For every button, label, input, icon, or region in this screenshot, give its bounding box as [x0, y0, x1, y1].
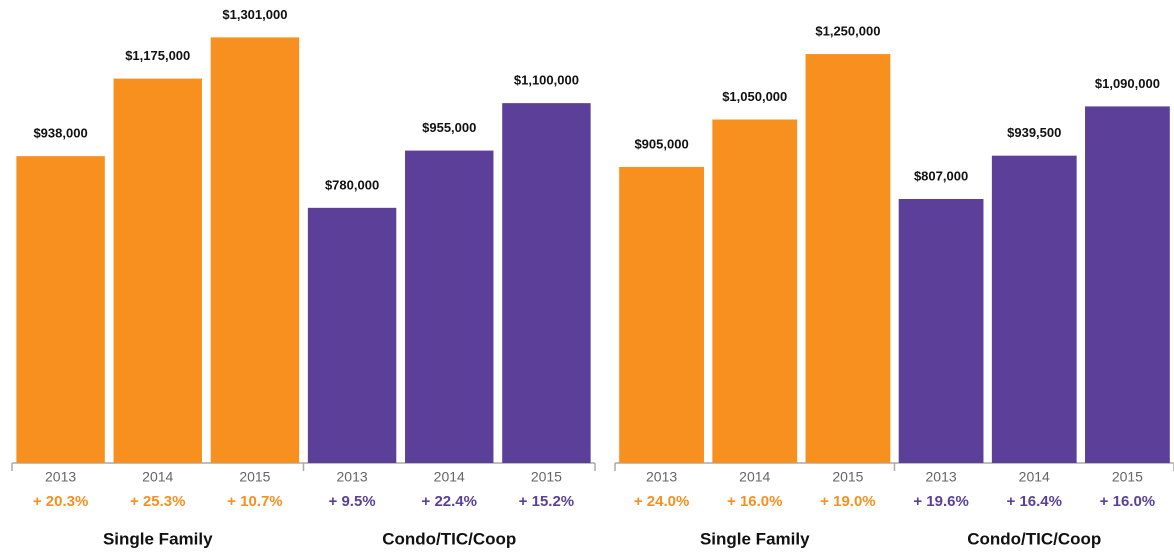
value-label: $939,500	[1007, 125, 1061, 140]
bar	[16, 156, 105, 463]
bar	[619, 166, 704, 463]
change-label: + 19.0%	[820, 493, 875, 510]
value-label: $1,100,000	[514, 73, 579, 88]
change-label: + 16.4%	[1007, 493, 1062, 510]
change-label: + 16.0%	[1100, 493, 1155, 510]
bar	[898, 198, 984, 463]
year-label: 2015	[239, 469, 270, 485]
change-label: + 10.7%	[227, 493, 282, 510]
change-label: + 20.3%	[33, 493, 88, 510]
year-label: 2013	[337, 469, 368, 485]
year-label: 2014	[434, 469, 465, 485]
bar	[210, 37, 300, 463]
group-name: Condo/TIC/Coop	[382, 529, 516, 548]
year-label: 2014	[739, 469, 770, 485]
change-label: + 16.0%	[727, 493, 782, 510]
value-label: $1,050,000	[722, 89, 787, 104]
year-label: 2013	[45, 469, 76, 485]
year-label: 2015	[1112, 469, 1143, 485]
value-label: $780,000	[325, 177, 379, 192]
bar	[307, 207, 397, 463]
bar	[805, 54, 891, 463]
change-label: + 25.3%	[130, 493, 185, 510]
year-label: 2014	[1019, 469, 1050, 485]
change-label: + 24.0%	[634, 493, 689, 510]
change-label: + 19.6%	[913, 493, 968, 510]
bar	[113, 78, 202, 463]
year-label: 2015	[531, 469, 562, 485]
group-name: Single Family	[103, 529, 213, 548]
year-label: 2014	[142, 469, 173, 485]
group-name: Single Family	[700, 529, 810, 548]
value-label: $1,301,000	[222, 7, 287, 22]
bar	[502, 103, 591, 464]
value-label: $955,000	[422, 120, 476, 135]
change-label: + 15.2%	[519, 493, 574, 510]
value-label: $938,000	[33, 126, 87, 141]
group-name: Condo/TIC/Coop	[967, 529, 1101, 548]
bar	[991, 155, 1077, 463]
bar	[1085, 106, 1170, 464]
value-label: $1,090,000	[1095, 76, 1160, 91]
year-label: 2013	[926, 469, 957, 485]
change-label: + 9.5%	[329, 493, 376, 510]
value-label: $807,000	[914, 168, 968, 183]
value-label: $905,000	[634, 136, 688, 151]
bar	[405, 150, 494, 464]
value-label: $1,250,000	[815, 24, 880, 39]
year-label: 2013	[646, 469, 677, 485]
year-label: 2015	[832, 469, 863, 485]
value-label: $1,175,000	[125, 48, 190, 63]
change-label: + 22.4%	[422, 493, 477, 510]
bar	[712, 119, 798, 463]
